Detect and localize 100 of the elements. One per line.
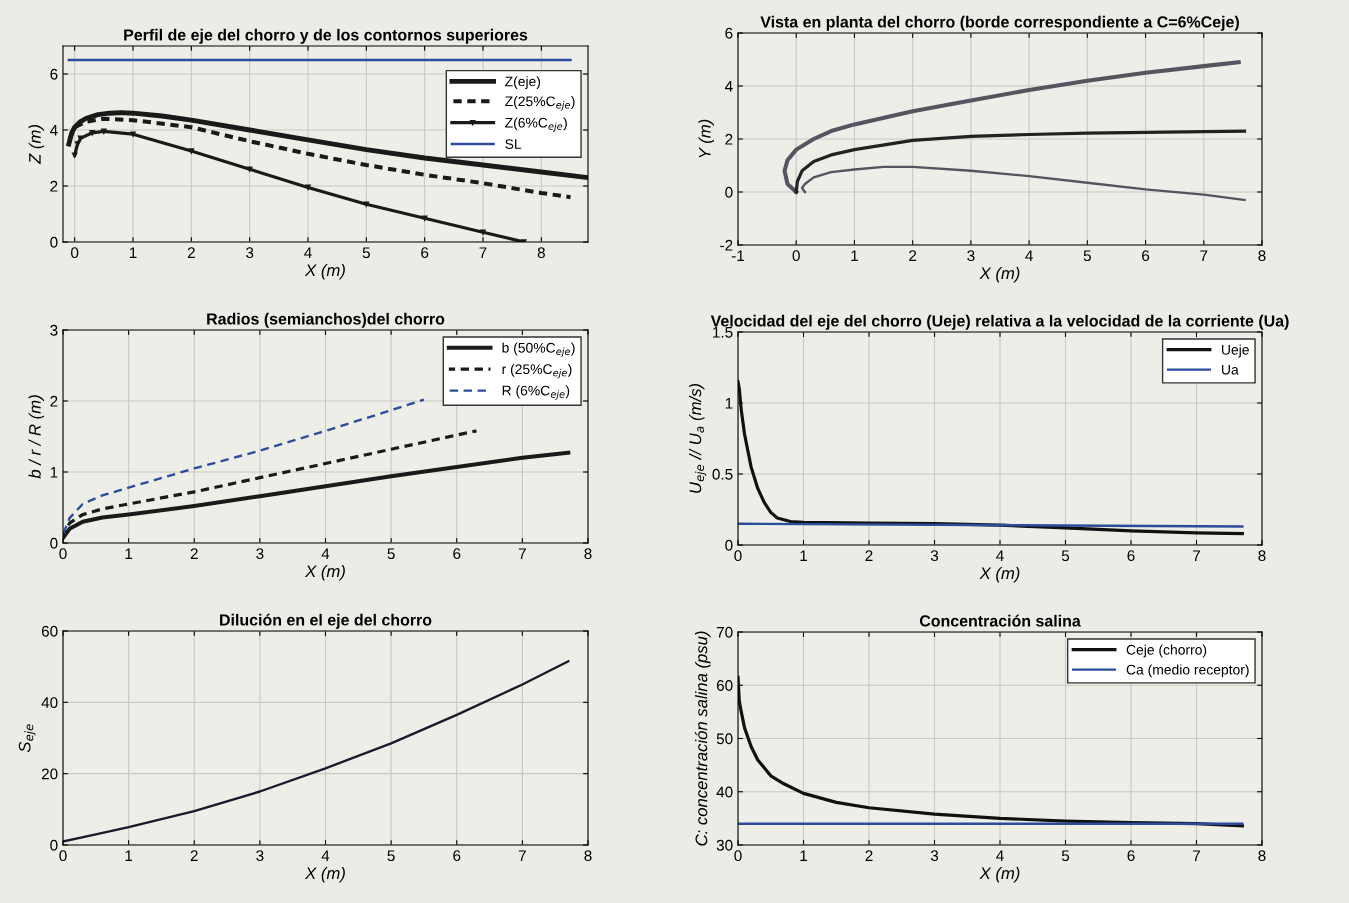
y-tick-label: 0 bbox=[725, 539, 733, 551]
y-tick-label: 3 bbox=[50, 324, 58, 336]
x-axis-title: X (m) bbox=[304, 564, 345, 581]
y-tick-label: 2 bbox=[50, 395, 58, 407]
point bbox=[77, 135, 84, 142]
y-tick-label: 1 bbox=[50, 467, 58, 478]
x-tick-label: 5 bbox=[387, 850, 395, 862]
x-tick-label: 2 bbox=[865, 550, 873, 561]
legend-label: R (6%C$_{eje}$) bbox=[502, 385, 570, 400]
y-tick-label: 60 bbox=[716, 680, 733, 691]
x-tick-label: 8 bbox=[1258, 850, 1266, 862]
y-axis-title: S$_{eje}$ bbox=[18, 724, 36, 753]
y-axis-title: Z (m) bbox=[28, 125, 45, 165]
x-tick-label: 7 bbox=[518, 850, 526, 861]
point bbox=[421, 215, 428, 221]
x-tick-label: 2 bbox=[187, 247, 195, 258]
legend-label: Z(eje) bbox=[505, 76, 541, 90]
x-tick-label: 4 bbox=[996, 850, 1004, 861]
x-tick-label: 0 bbox=[792, 250, 800, 262]
x-tick-label: 0 bbox=[71, 247, 79, 259]
y-tick-label: 60 bbox=[41, 625, 58, 637]
x-tick-label: 8 bbox=[584, 548, 592, 560]
x-tick-label: 5 bbox=[1061, 550, 1070, 562]
legend-label: Z(25%C$_{eje}$) bbox=[505, 96, 575, 111]
x-tick-label: 3 bbox=[930, 850, 939, 862]
y-axis-title: b / r / R (m) bbox=[28, 395, 45, 479]
x-tick-label: 4 bbox=[304, 247, 312, 258]
legend-label: Ca (medio receptor) bbox=[1126, 664, 1249, 678]
x-tick-label: 0 bbox=[59, 850, 67, 862]
x-tick-label: 1 bbox=[851, 250, 858, 261]
x-tick-label: 1 bbox=[800, 550, 807, 561]
x-tick-label: 8 bbox=[584, 850, 592, 862]
x-tick-label: 7 bbox=[518, 548, 526, 559]
y-tick-label: 4 bbox=[49, 125, 58, 136]
x-tick-label: 6 bbox=[421, 247, 429, 259]
legend-label: r (25%C$_{eje}$) bbox=[502, 363, 572, 379]
x-tick-label: 8 bbox=[1258, 250, 1266, 262]
y-tick-label: 0 bbox=[50, 236, 58, 248]
y-tick-label: 0 bbox=[50, 537, 58, 549]
x-axis-title: X (m) bbox=[979, 566, 1020, 583]
x-tick-label: 6 bbox=[453, 548, 461, 560]
y-tick-label: 6 bbox=[50, 68, 58, 80]
x-tick-label: 5 bbox=[387, 548, 395, 560]
y-tick-label: 0.5 bbox=[712, 468, 733, 480]
x-tick-label: 4 bbox=[1025, 250, 1033, 261]
line-series bbox=[794, 129, 1247, 194]
x-tick-label: 4 bbox=[321, 548, 330, 559]
y-tick-label: 50 bbox=[716, 733, 733, 745]
x-tick-label: 3 bbox=[256, 850, 264, 862]
y-tick-label: 30 bbox=[716, 839, 733, 851]
x-axis-title: X (m) bbox=[304, 263, 345, 280]
chart-title: Vista en planta del chorro (borde correspondiente a C=6%Ceje) bbox=[760, 15, 1239, 31]
legend-label: Ueje bbox=[1222, 344, 1249, 358]
x-tick-label: 5 bbox=[1061, 850, 1070, 862]
x-tick-label: 1 bbox=[125, 548, 133, 559]
legend-label: b (50%C$_{eje}$) bbox=[502, 342, 575, 357]
y-tick-label: 40 bbox=[41, 697, 58, 709]
x-tick-label: 2 bbox=[190, 548, 198, 559]
point bbox=[363, 201, 370, 207]
y-axis-title: C: concentración salina (psu) bbox=[694, 631, 711, 846]
line-series bbox=[782, 60, 1241, 195]
y-tick-label: 6 bbox=[725, 27, 733, 39]
point bbox=[188, 148, 195, 154]
x-tick-label: 6 bbox=[1142, 250, 1150, 262]
x-tick-label: 0 bbox=[59, 548, 67, 560]
x-tick-label: 0 bbox=[734, 850, 742, 862]
x-tick-label: 6 bbox=[1127, 850, 1135, 862]
y-tick-label: 4 bbox=[724, 81, 733, 92]
x-tick-label: 1 bbox=[125, 850, 133, 861]
x-tick-label: 7 bbox=[1193, 550, 1200, 561]
x-tick-label: 3 bbox=[246, 247, 254, 259]
point bbox=[101, 128, 107, 135]
point bbox=[246, 166, 253, 172]
x-tick-label: 2 bbox=[190, 850, 198, 861]
x-tick-label: 7 bbox=[1193, 850, 1200, 861]
x-tick-label: 0 bbox=[734, 550, 742, 562]
x-tick-label: -1 bbox=[731, 250, 745, 261]
legend-label: Z(6%C$_{eje}$) bbox=[505, 117, 567, 132]
chart-title: Perfil de eje del chorro y de los contornos superiores bbox=[124, 28, 528, 44]
legend-label: Ceje (chorro) bbox=[1126, 644, 1207, 658]
y-tick-label: 2 bbox=[50, 180, 58, 192]
line-series bbox=[63, 398, 426, 536]
x-tick-label: 8 bbox=[537, 247, 545, 259]
x-tick-label: 3 bbox=[256, 548, 264, 560]
x-tick-label: 1 bbox=[800, 850, 807, 861]
point bbox=[71, 152, 78, 158]
y-tick-label: 2 bbox=[725, 133, 733, 145]
y-tick-label: -2 bbox=[720, 239, 733, 251]
point bbox=[130, 131, 136, 137]
x-tick-label: 7 bbox=[479, 247, 487, 258]
x-tick-label: 2 bbox=[909, 250, 917, 261]
point bbox=[480, 229, 486, 235]
x-tick-label: 2 bbox=[865, 850, 873, 861]
x-tick-label: 3 bbox=[930, 550, 939, 562]
y-axis-title: Y (m) bbox=[698, 119, 714, 158]
x-tick-label: 5 bbox=[362, 247, 370, 259]
point bbox=[89, 130, 95, 136]
y-tick-label: 70 bbox=[716, 626, 733, 638]
x-tick-label: 3 bbox=[967, 250, 975, 262]
chart-title: Dilución en el eje del chorro bbox=[220, 613, 432, 629]
